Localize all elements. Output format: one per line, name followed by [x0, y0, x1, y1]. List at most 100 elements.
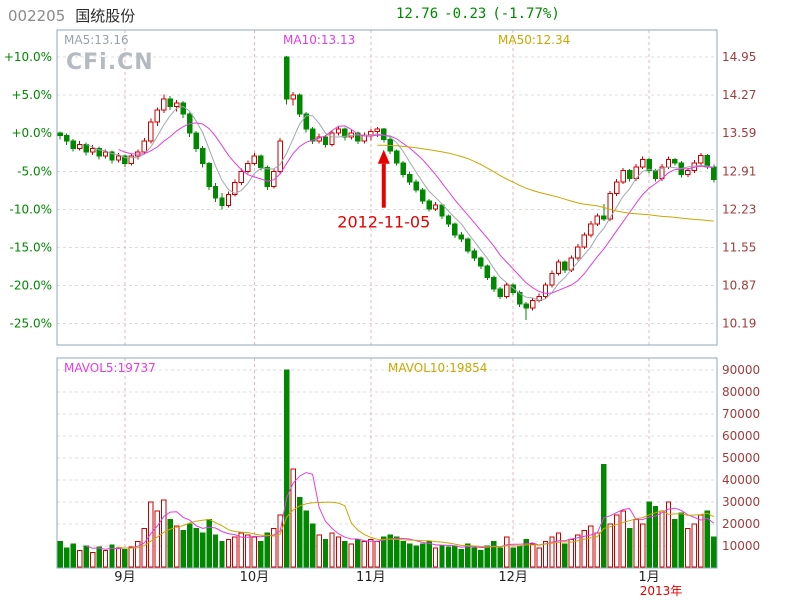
candle-body: [57, 132, 63, 136]
candle-body: [588, 223, 594, 236]
candle-body: [432, 204, 439, 210]
volume-axis-label: 60000: [722, 429, 760, 443]
volume-bar: [426, 541, 432, 568]
month-label: 12月: [498, 570, 528, 585]
candle-body: [76, 143, 83, 149]
volume-bar: [109, 544, 115, 568]
volume-bar: [271, 527, 277, 568]
candle-body: [516, 291, 523, 305]
volume-bar: [64, 547, 70, 568]
candle-body: [206, 162, 212, 187]
volume-bar: [361, 541, 368, 568]
volume-bar: [614, 514, 620, 568]
volume-bar: [652, 505, 659, 568]
candle-body: [419, 189, 426, 202]
volume-bar: [141, 527, 148, 568]
annotation-date-label: 2012-11-05: [337, 213, 430, 232]
volume-bar: [128, 546, 135, 568]
volume-bar: [387, 534, 393, 568]
volume-bar: [251, 536, 258, 568]
volume-bar: [186, 523, 193, 568]
price-axis-label: 11.55: [722, 240, 756, 254]
volume-bar: [516, 545, 523, 568]
volume-bar: [115, 547, 122, 568]
candle-body: [258, 155, 264, 168]
volume-bar: [698, 514, 704, 568]
volume-bar: [491, 541, 497, 568]
volume-axis-label: 40000: [722, 473, 760, 487]
volume-bar: [659, 510, 665, 568]
candle-body: [465, 238, 471, 252]
volume-bar: [296, 497, 303, 568]
cficn-watermark: CFi.CN: [66, 50, 154, 75]
volume-bar: [601, 464, 607, 568]
ma10-line: [118, 122, 714, 294]
volume-bar: [581, 530, 588, 568]
volume-bar: [212, 534, 219, 568]
price-quote: 12.76 -0.23 (-1.77%): [396, 6, 566, 22]
candle-body: [212, 185, 219, 199]
candle-body: [484, 265, 490, 278]
volume-bar: [238, 532, 245, 568]
chart-header: 002205 国统股份: [8, 5, 135, 26]
candle-body: [277, 140, 283, 172]
volume-bar: [646, 501, 652, 568]
mavol5-line: [85, 472, 715, 550]
candle-body: [523, 303, 529, 309]
volume-bar: [232, 536, 238, 568]
volume-bar: [290, 468, 296, 568]
volume-bar: [594, 532, 600, 568]
volume-bar: [510, 547, 516, 568]
volume-bar: [122, 548, 128, 568]
volume-bar: [394, 536, 400, 568]
candle-body: [601, 215, 607, 220]
volume-bar: [258, 541, 264, 568]
candle-body: [355, 132, 361, 142]
candle-body: [374, 128, 380, 132]
candle-body: [199, 147, 206, 164]
volume-axis-label: 20000: [722, 517, 760, 531]
candle-body: [614, 181, 620, 195]
volume-bar: [633, 519, 639, 568]
candle-body: [141, 140, 148, 153]
last-price: 12.76: [396, 6, 439, 22]
volume-bar: [335, 536, 342, 568]
candle-body: [309, 128, 316, 142]
month-label: 9月: [114, 570, 135, 585]
volume-bar: [607, 523, 613, 568]
pct-axis-label: +0.0%: [11, 126, 52, 140]
candle-body: [180, 102, 186, 115]
candle-body: [115, 155, 122, 161]
volume-bar: [374, 541, 380, 568]
candle-body: [471, 250, 478, 259]
pct-axis-label: -5.0%: [17, 164, 52, 178]
candle-body: [394, 150, 400, 164]
candle-body: [504, 284, 510, 297]
volume-bar: [154, 510, 160, 568]
volume-bar: [568, 538, 575, 568]
volume-axis-label: 50000: [722, 451, 760, 465]
volume-bar: [309, 523, 316, 568]
candle-body: [529, 299, 536, 309]
volume-bar: [277, 514, 283, 568]
ma-label: MA50:12.34: [498, 33, 570, 47]
candle-body: [562, 261, 568, 271]
ma50-line: [377, 144, 714, 222]
candle-body: [329, 132, 335, 145]
volume-bar: [96, 546, 102, 568]
candle-body: [148, 121, 154, 142]
candle-body: [711, 166, 717, 181]
volume-bar: [284, 369, 290, 568]
candle-body: [284, 56, 290, 100]
volume-bar: [329, 532, 335, 568]
volume-bar: [180, 530, 186, 568]
volume-bar: [704, 510, 710, 568]
volume-bar: [225, 538, 232, 568]
candlesticks: [57, 55, 717, 320]
month-label: 1月: [638, 570, 659, 585]
price-change: -0.23: [444, 6, 487, 22]
candle-body: [193, 132, 199, 149]
volume-axis-label: 30000: [722, 495, 760, 509]
volume-bar: [626, 527, 633, 568]
